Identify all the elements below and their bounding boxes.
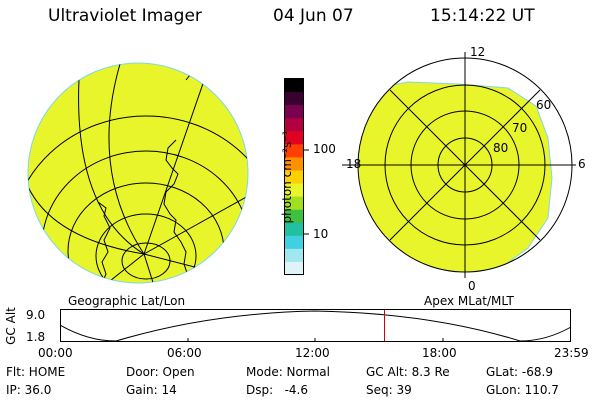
xtick-0000: 00:00 bbox=[38, 346, 73, 360]
polar-grid bbox=[342, 52, 576, 278]
colorbar-band bbox=[285, 196, 303, 211]
colorbar-band bbox=[285, 209, 303, 224]
geographic-grid bbox=[28, 63, 248, 283]
status-gain: Gain: 14 bbox=[126, 383, 177, 397]
mlt-label-0: 0 bbox=[468, 279, 476, 293]
colorbar-band bbox=[285, 131, 303, 145]
colorbar-unit-label: photon cm⁻²s⁻¹ bbox=[280, 130, 294, 224]
status-mode: Mode: Normal bbox=[246, 365, 330, 379]
colorbar-band bbox=[285, 183, 303, 198]
altitude-curve bbox=[60, 310, 572, 342]
image-time: 15:14:22 UT bbox=[430, 6, 535, 26]
status-glon: GLon: 110.7 bbox=[486, 383, 559, 397]
colorbar-band bbox=[285, 235, 303, 250]
colorbar-band bbox=[285, 170, 303, 185]
geographic-label: Geographic Lat/Lon bbox=[68, 294, 186, 308]
altitude-ytick-1-8: 1.8 bbox=[26, 330, 46, 344]
mlt-label-12: 12 bbox=[470, 45, 486, 59]
altitude-ytick-9: 9.0 bbox=[26, 308, 46, 322]
altitude-ylabel: GC Alt bbox=[3, 307, 18, 345]
geographic-map bbox=[27, 62, 249, 284]
status-ip: IP: 36.0 bbox=[6, 383, 52, 397]
colorbar-tick-100: 100 bbox=[313, 142, 336, 156]
mlt-label-6: 6 bbox=[578, 157, 586, 171]
xtick-1800: 18:00 bbox=[422, 346, 457, 360]
altitude-plot bbox=[60, 309, 572, 342]
status-flt: Flt: HOME bbox=[6, 365, 66, 379]
status-gc-alt: GC Alt: 8.3 Re bbox=[366, 365, 450, 379]
lat-label-80: 80 bbox=[493, 141, 509, 155]
status-dsp: Dsp: -4.6 bbox=[246, 383, 309, 397]
app-title: Ultraviolet Imager bbox=[48, 6, 202, 26]
colorbar-tick-10: 10 bbox=[313, 227, 329, 241]
colorbar-band bbox=[285, 248, 303, 263]
colorbar-band bbox=[285, 261, 303, 276]
colorbar-band bbox=[285, 79, 303, 93]
colorbar-band bbox=[285, 157, 303, 171]
status-glat: GLat: -68.9 bbox=[486, 365, 553, 379]
status-seq: Seq: 39 bbox=[366, 383, 412, 397]
lat-label-60: 60 bbox=[536, 98, 552, 112]
lat-label-70: 70 bbox=[512, 121, 528, 135]
colorbar-band bbox=[285, 144, 303, 158]
status-door: Door: Open bbox=[126, 365, 195, 379]
mlt-label-18: 18 bbox=[346, 157, 362, 171]
polar-label: Apex MLat/MLT bbox=[424, 294, 514, 308]
xtick-0600: 06:00 bbox=[167, 346, 202, 360]
colorbar-band bbox=[285, 92, 303, 106]
colorbar-band bbox=[285, 105, 303, 119]
colorbar-band bbox=[285, 222, 303, 237]
xtick-1200: 12:00 bbox=[295, 346, 330, 360]
colorbar-band bbox=[285, 118, 303, 132]
polar-map bbox=[342, 52, 576, 278]
xtick-2359: 23:59 bbox=[554, 346, 589, 360]
image-date: 04 Jun 07 bbox=[273, 6, 354, 26]
colorbar bbox=[284, 78, 309, 276]
geographic-disc bbox=[27, 62, 249, 284]
